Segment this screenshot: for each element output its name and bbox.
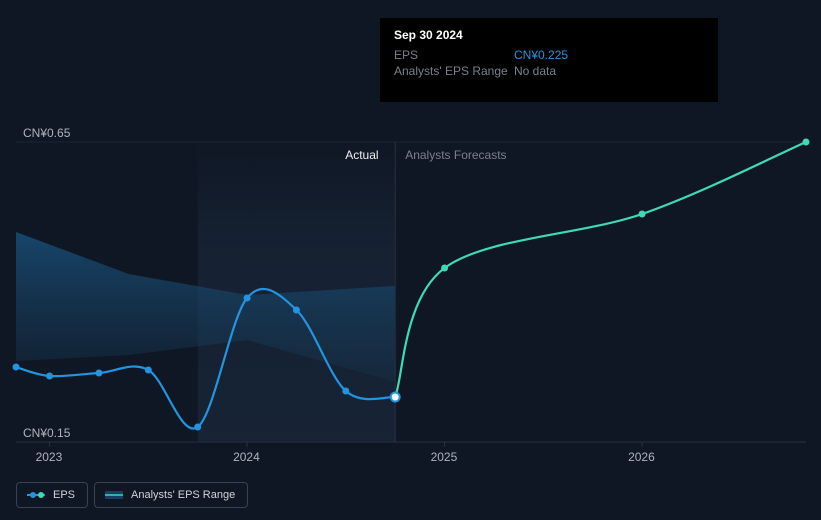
- eps-chart-container: CN¥0.65 CN¥0.15 2023 2024 2025 2026 Actu…: [0, 0, 821, 520]
- x-axis-label-2023: 2023: [36, 450, 63, 464]
- legend-label-range: Analysts' EPS Range: [131, 489, 235, 501]
- tooltip-range-value: No data: [514, 64, 556, 78]
- x-axis-label-2025: 2025: [431, 450, 458, 464]
- tooltip-eps-value: CN¥0.225: [514, 48, 568, 62]
- legend-label-eps: EPS: [53, 489, 75, 501]
- legend-item-range[interactable]: Analysts' EPS Range: [94, 482, 248, 508]
- chart-legend: EPS Analysts' EPS Range: [16, 482, 248, 508]
- tooltip-title: Sep 30 2024: [394, 28, 704, 42]
- y-axis-label-top: CN¥0.65: [23, 126, 70, 140]
- legend-swatch-range: [105, 490, 123, 500]
- y-axis-label-bottom: CN¥0.15: [23, 426, 70, 440]
- chart-tooltip: Sep 30 2024 EPS CN¥0.225 Analysts' EPS R…: [380, 18, 718, 102]
- region-label-actual: Actual: [345, 148, 378, 162]
- x-axis-label-2026: 2026: [628, 450, 655, 464]
- tooltip-eps-label: EPS: [394, 48, 514, 62]
- region-label-forecast: Analysts Forecasts: [405, 148, 506, 162]
- x-axis-label-2024: 2024: [233, 450, 260, 464]
- tooltip-range-label: Analysts' EPS Range: [394, 64, 514, 78]
- legend-swatch-eps: [27, 490, 45, 500]
- legend-item-eps[interactable]: EPS: [16, 482, 88, 508]
